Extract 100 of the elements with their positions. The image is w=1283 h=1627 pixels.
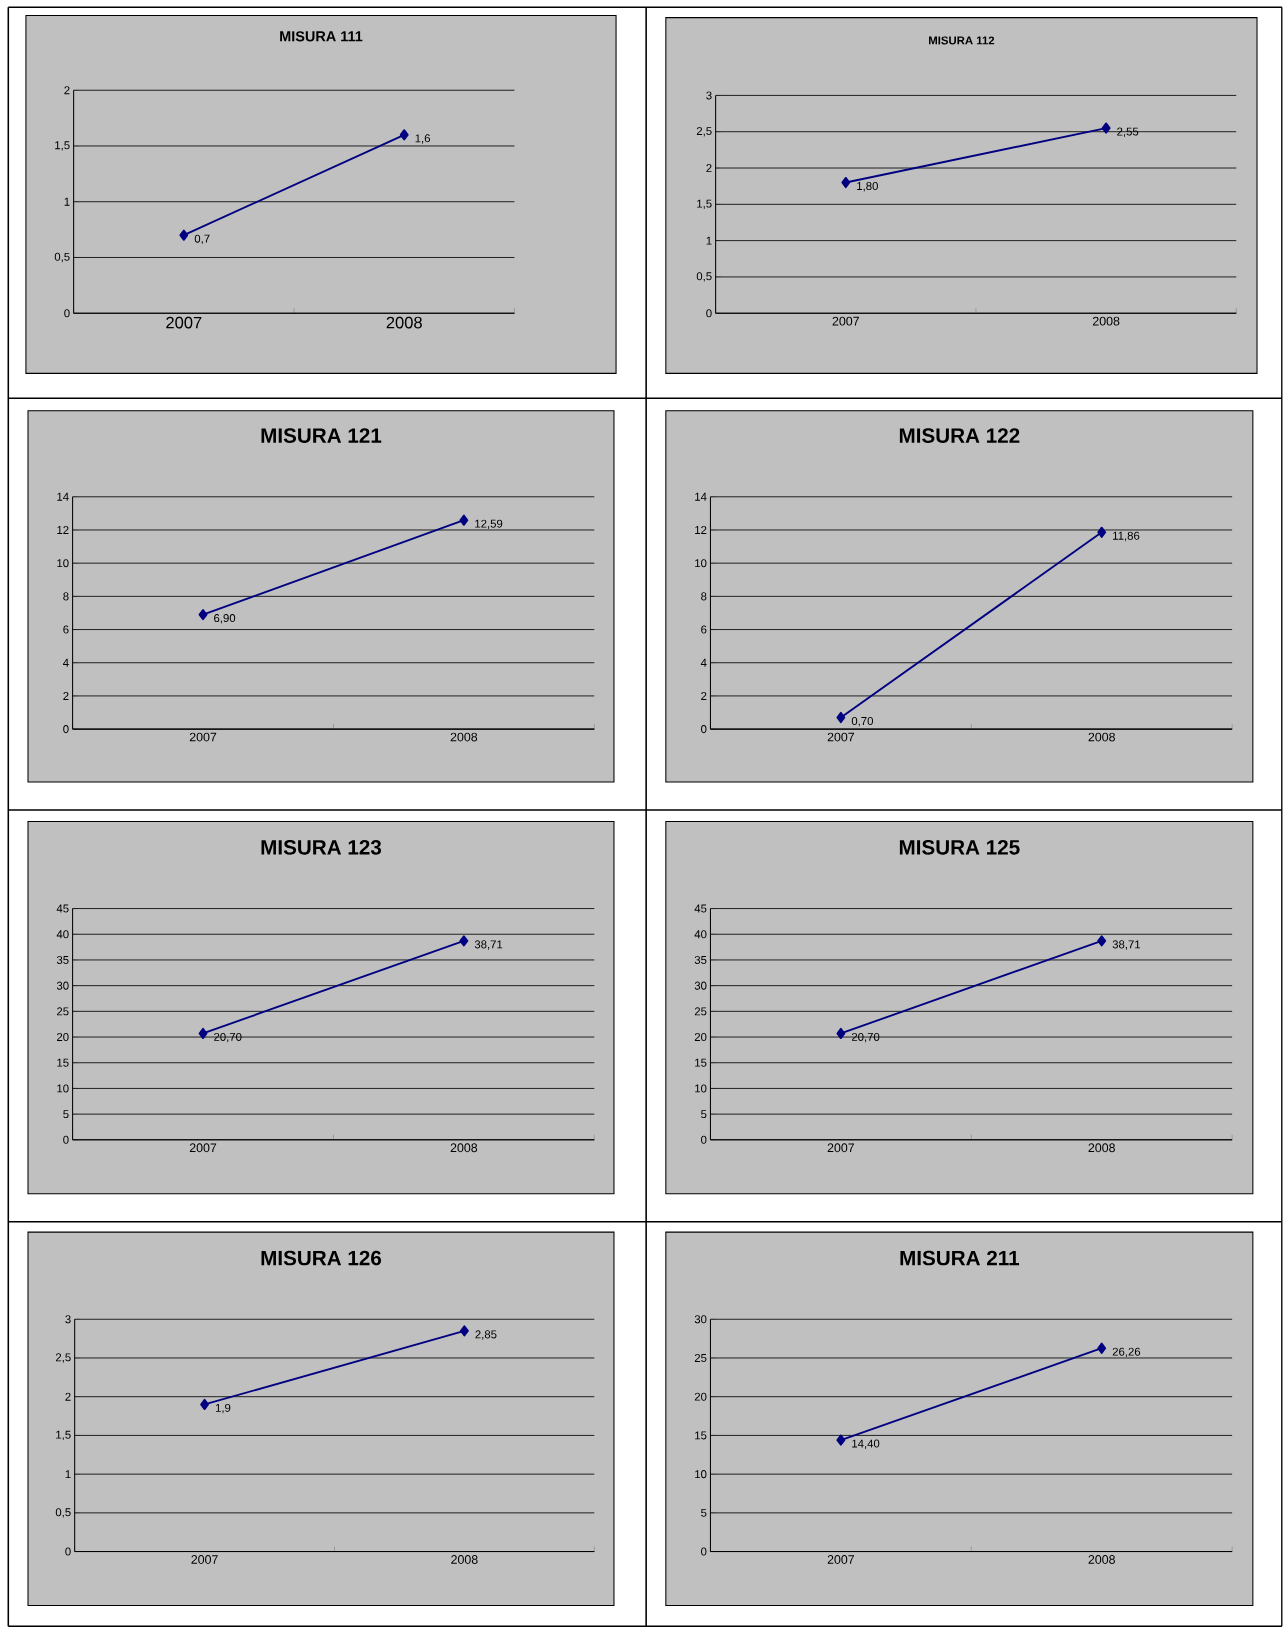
chart-title: MISURA 126: [261, 1250, 382, 1266]
y-tick-label: 2,5: [697, 127, 712, 137]
y-tick-label: 1,5: [697, 199, 712, 209]
y-tick-label: 20: [695, 1392, 707, 1401]
data-label: 38,71: [1112, 940, 1141, 950]
y-tick-label: 5: [63, 1110, 69, 1119]
data-label: 20,70: [214, 1032, 242, 1043]
data-label: 6,90: [214, 614, 236, 624]
data-label: 1,6: [415, 134, 431, 144]
y-tick-label: 0: [65, 1547, 71, 1556]
y-tick-label: 15: [695, 1431, 707, 1440]
data-label: 20,70: [852, 1032, 880, 1043]
y-tick-label: 40: [56, 930, 69, 939]
chart-title: MISURA 121: [261, 428, 382, 443]
x-tick-label: 2007: [190, 732, 217, 742]
y-tick-label: 30: [694, 1315, 707, 1324]
y-tick-label: 14: [695, 492, 707, 501]
y-tick-label: 0: [701, 1135, 707, 1144]
x-tick-label: 2007: [827, 732, 855, 742]
y-tick-label: 10: [57, 1084, 69, 1093]
y-tick-label: 1,5: [56, 1430, 71, 1441]
y-tick-label: 1: [706, 236, 712, 245]
y-tick-label: 8: [63, 592, 69, 601]
data-label: 38,71: [474, 940, 503, 950]
x-tick-label: 2008: [450, 732, 478, 742]
y-tick-label: 35: [694, 955, 707, 964]
x-tick-label: 2007: [827, 1555, 855, 1564]
y-tick-label: 0,5: [55, 1508, 71, 1518]
y-tick-label: 15: [695, 1058, 707, 1067]
y-tick-label: 1,5: [55, 141, 70, 151]
y-tick-label: 15: [57, 1058, 69, 1067]
y-tick-label: 4: [63, 658, 69, 667]
y-tick-label: 3: [65, 1315, 71, 1324]
data-label: 1,80: [857, 181, 879, 192]
y-tick-label: 25: [57, 1007, 69, 1016]
data-label: 12,59: [475, 519, 503, 530]
y-tick-label: 30: [57, 981, 69, 990]
y-tick-label: 10: [695, 1084, 707, 1093]
y-tick-label: 8: [701, 592, 707, 601]
y-tick-label: 14: [57, 492, 69, 501]
x-tick-label: 2008: [1088, 1143, 1116, 1153]
y-tick-label: 5: [701, 1110, 707, 1119]
y-tick-label: 2: [64, 86, 70, 95]
y-tick-label: 6: [701, 625, 707, 634]
y-tick-label: 45: [694, 904, 707, 913]
y-tick-label: 3: [706, 91, 712, 100]
y-tick-label: 2: [701, 691, 707, 700]
y-tick-label: 20: [695, 1033, 707, 1042]
chart-title: MISURA 122: [900, 428, 1020, 443]
data-label: 2,85: [475, 1330, 497, 1340]
data-label: 0,7: [194, 234, 210, 245]
x-tick-label: 2008: [451, 1555, 478, 1564]
y-tick-label: 0: [63, 725, 69, 734]
x-tick-label: 2008: [386, 316, 423, 329]
x-tick-label: 2008: [1093, 316, 1120, 326]
y-tick-label: 0: [63, 1135, 69, 1144]
chart-title: MISURA 123: [261, 840, 382, 855]
y-tick-label: 2: [65, 1392, 71, 1401]
data-label: 11,86: [1113, 531, 1140, 542]
y-tick-label: 12: [695, 526, 707, 534]
x-tick-label: 2007: [827, 1143, 855, 1153]
y-tick-label: 6: [63, 625, 69, 634]
x-tick-label: 2007: [166, 316, 202, 329]
y-tick-label: 25: [695, 1353, 707, 1362]
y-tick-label: 0: [706, 309, 712, 318]
x-tick-label: 2008: [450, 1143, 478, 1153]
y-tick-label: 10: [695, 559, 707, 568]
y-tick-label: 2,5: [56, 1353, 71, 1363]
x-tick-label: 2007: [190, 1143, 217, 1153]
y-tick-label: 20: [57, 1033, 69, 1042]
y-tick-label: 0,5: [696, 272, 712, 282]
x-tick-label: 2008: [1088, 1555, 1116, 1564]
y-tick-label: 1: [64, 197, 70, 206]
y-tick-label: 5: [701, 1508, 707, 1517]
y-tick-label: 4: [701, 658, 707, 667]
y-tick-label: 45: [56, 904, 69, 913]
y-tick-label: 35: [57, 955, 69, 964]
y-tick-label: 1: [65, 1470, 71, 1479]
x-tick-label: 2007: [191, 1555, 218, 1564]
y-tick-label: 12: [57, 526, 69, 534]
chart-title: MISURA 112: [929, 36, 995, 45]
y-tick-label: 0: [701, 725, 707, 734]
y-tick-label: 30: [694, 981, 707, 990]
y-tick-label: 40: [694, 930, 707, 939]
y-tick-label: 2: [706, 164, 712, 172]
x-tick-label: 2008: [1088, 732, 1116, 742]
y-tick-label: 10: [57, 559, 69, 568]
y-tick-label: 0: [701, 1547, 707, 1556]
y-tick-label: 2: [63, 691, 69, 700]
chart-title: MISURA 211: [900, 1250, 1020, 1266]
data-label: 26,26: [1112, 1347, 1141, 1358]
chart-title: MISURA 111: [280, 31, 363, 42]
chart-title: MISURA 125: [900, 840, 1020, 855]
y-tick-label: 10: [695, 1470, 707, 1479]
y-tick-label: 0: [64, 309, 70, 318]
data-label: 1,9: [216, 1403, 231, 1414]
data-label: 14,40: [852, 1439, 880, 1449]
y-tick-label: 25: [695, 1007, 707, 1016]
y-tick-label: 0,5: [54, 252, 70, 263]
x-tick-label: 2007: [832, 316, 860, 326]
